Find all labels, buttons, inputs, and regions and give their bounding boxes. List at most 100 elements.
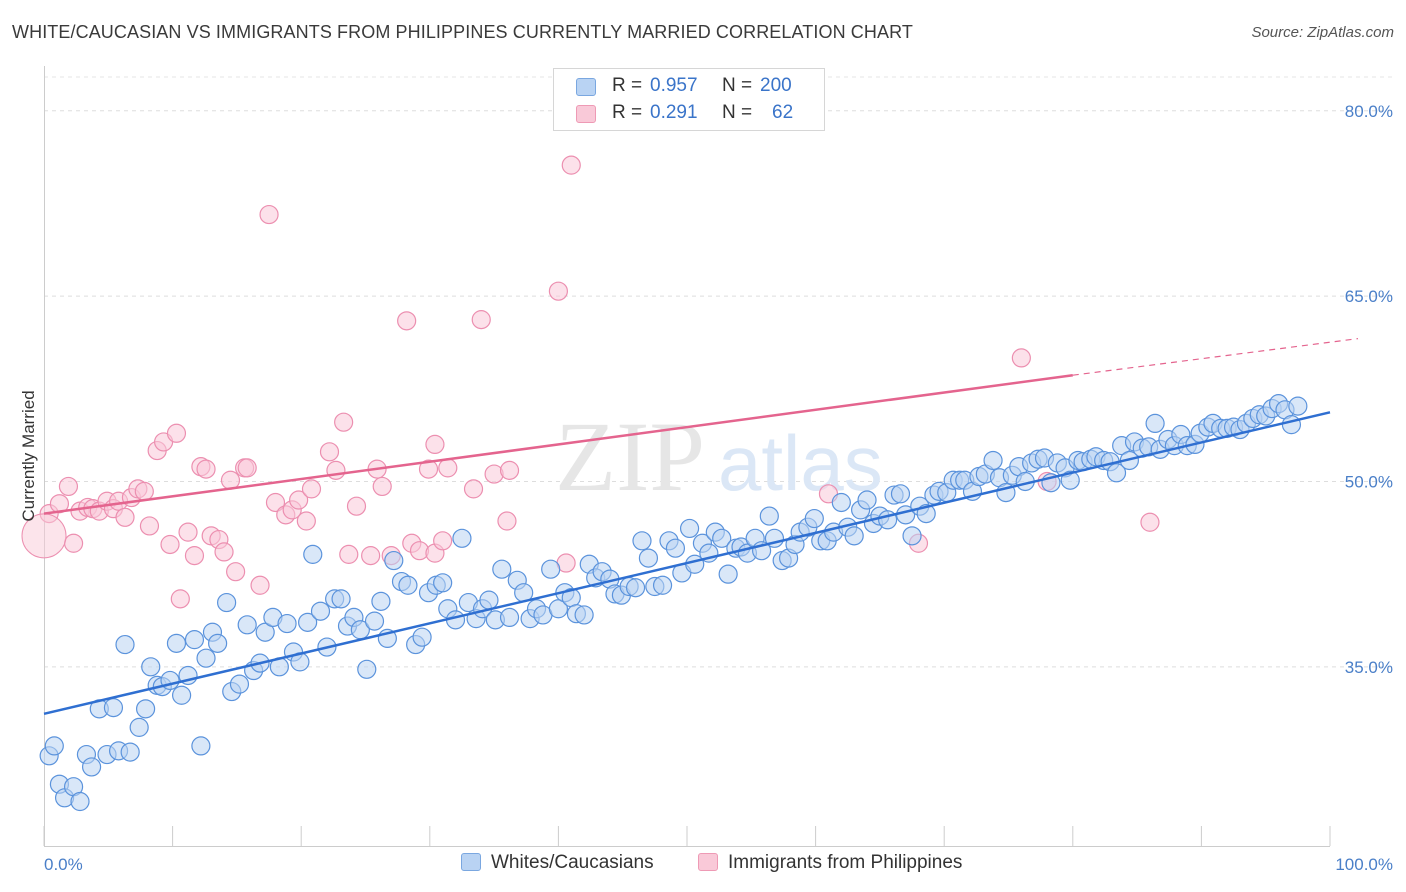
legend-swatch-blue bbox=[576, 78, 596, 96]
bottom-legend-swatch-pink bbox=[698, 853, 718, 871]
data-point bbox=[134, 481, 154, 501]
watermark: ZIP atlas bbox=[555, 401, 883, 512]
data-point bbox=[184, 546, 205, 566]
data-point bbox=[890, 484, 911, 504]
data-point bbox=[331, 589, 351, 609]
data-point bbox=[237, 458, 257, 478]
data-point bbox=[652, 575, 673, 595]
data-point bbox=[561, 155, 581, 175]
x-ticks bbox=[43, 826, 1331, 846]
data-point bbox=[115, 634, 135, 655]
data-point bbox=[1011, 348, 1031, 368]
data-point bbox=[160, 534, 180, 555]
watermark-zip: ZIP bbox=[555, 401, 705, 512]
data-point bbox=[120, 742, 140, 762]
data-point bbox=[665, 538, 686, 558]
watermark-atlas: atlas bbox=[718, 419, 883, 507]
data-point bbox=[1106, 463, 1127, 483]
data-point bbox=[499, 607, 520, 628]
trend-line-philippines bbox=[43, 373, 1073, 515]
data-point bbox=[170, 589, 190, 609]
data-point bbox=[412, 627, 432, 647]
data-point bbox=[1288, 396, 1308, 416]
data-point bbox=[844, 526, 864, 546]
data-point bbox=[326, 460, 346, 480]
data-point bbox=[184, 630, 205, 650]
y-tick-labels: 35.0% 50.0% 65.0% 80.0% bbox=[1345, 102, 1393, 677]
data-point bbox=[397, 311, 417, 331]
data-point bbox=[497, 511, 517, 531]
legend-r-value: 0.291 bbox=[650, 102, 698, 123]
data-point bbox=[217, 592, 237, 613]
data-point bbox=[339, 544, 359, 564]
bottom-legend-label: Immigrants from Philippines bbox=[728, 852, 963, 873]
data-point bbox=[63, 533, 84, 553]
data-point bbox=[298, 612, 318, 632]
series-whites-caucasians bbox=[39, 394, 1308, 812]
data-point bbox=[433, 573, 453, 593]
data-point-large bbox=[21, 513, 67, 559]
data-point bbox=[255, 622, 275, 642]
data-point bbox=[463, 479, 484, 499]
source-credit: Source: ZipAtlas.com bbox=[1251, 24, 1394, 41]
data-point bbox=[679, 518, 700, 539]
data-point bbox=[625, 578, 646, 598]
data-point bbox=[129, 717, 149, 737]
data-point bbox=[471, 310, 491, 330]
data-point bbox=[229, 674, 250, 694]
data-point bbox=[1060, 470, 1080, 490]
data-point bbox=[479, 590, 499, 610]
data-point bbox=[115, 507, 135, 527]
data-point bbox=[166, 633, 187, 653]
data-point bbox=[371, 591, 391, 611]
data-point bbox=[196, 648, 216, 668]
data-point bbox=[425, 434, 445, 455]
x-tick-label-max: 100.0% bbox=[1335, 855, 1393, 874]
data-point bbox=[70, 791, 90, 812]
data-point bbox=[548, 281, 569, 301]
data-point bbox=[303, 544, 323, 564]
data-point bbox=[857, 490, 877, 510]
data-point bbox=[718, 564, 738, 584]
gridlines bbox=[44, 76, 1393, 668]
legend-swatch-pink bbox=[576, 105, 596, 123]
data-point bbox=[166, 423, 187, 443]
y-tick-label: 80.0% bbox=[1345, 102, 1393, 121]
data-point bbox=[196, 459, 216, 479]
bottom-legend-swatch-blue bbox=[461, 853, 481, 871]
legend-n-value: 200 bbox=[760, 75, 792, 96]
y-tick-label: 65.0% bbox=[1345, 287, 1393, 306]
legend-r-label: R = bbox=[612, 102, 643, 123]
data-point bbox=[398, 575, 418, 595]
data-point bbox=[289, 490, 309, 510]
data-point bbox=[433, 531, 453, 551]
data-point bbox=[492, 559, 512, 579]
data-point bbox=[418, 459, 439, 479]
trend-line-philippines-extension bbox=[1072, 338, 1359, 376]
trend-lines bbox=[43, 338, 1359, 716]
data-point bbox=[296, 511, 316, 531]
data-point bbox=[574, 605, 594, 625]
legend-n-value: 62 bbox=[772, 102, 794, 123]
data-point bbox=[452, 528, 472, 548]
data-point bbox=[831, 492, 851, 513]
data-point bbox=[301, 479, 322, 499]
data-point bbox=[81, 757, 102, 777]
legend-n-label: N = bbox=[722, 75, 753, 96]
series-immigrants-from-philippines bbox=[21, 155, 1160, 609]
data-point bbox=[983, 450, 1003, 471]
legend-n-label: N = bbox=[722, 102, 753, 123]
data-point bbox=[259, 204, 279, 225]
data-point bbox=[357, 659, 377, 679]
axes bbox=[44, 66, 1330, 847]
data-point bbox=[1140, 512, 1160, 532]
trend-line-whites bbox=[43, 411, 1331, 716]
data-point bbox=[265, 492, 286, 513]
data-point bbox=[135, 699, 156, 719]
data-point bbox=[141, 657, 161, 677]
legend-r-value: 0.957 bbox=[650, 75, 698, 96]
chart-title: WHITE/CAUCASIAN VS IMMIGRANTS FROM PHILI… bbox=[12, 22, 913, 42]
data-point bbox=[361, 546, 381, 566]
data-point bbox=[759, 506, 779, 526]
